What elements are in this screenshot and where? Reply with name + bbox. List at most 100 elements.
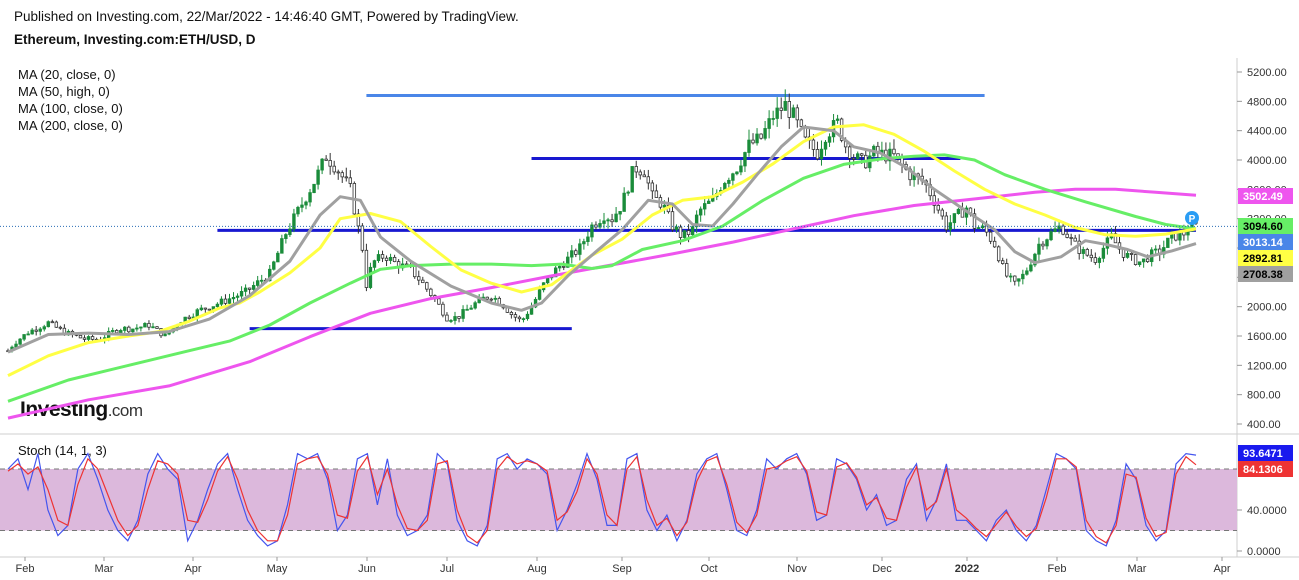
- y-tick-label: 1200.00: [1247, 360, 1287, 372]
- x-tick-label: Mar: [1128, 563, 1147, 575]
- x-tick-label: Aug: [527, 563, 547, 575]
- candle-body: [823, 141, 828, 150]
- candle-body: [34, 329, 38, 332]
- candle-body: [388, 256, 393, 261]
- x-tick-label: Nov: [787, 563, 807, 575]
- symbol-title: Ethereum, Investing.com:ETH/USD, D: [14, 32, 256, 47]
- candle-body: [606, 219, 610, 222]
- ma-legend: MA (20, close, 0) MA (50, high, 0) MA (1…: [18, 66, 123, 134]
- candle-body: [485, 296, 489, 300]
- candle-body: [441, 303, 445, 316]
- candle-body: [1069, 237, 1073, 239]
- candle-body: [461, 309, 465, 319]
- candle-body: [348, 177, 353, 184]
- candle-body: [203, 307, 208, 310]
- candle-body: [26, 333, 30, 336]
- candle-body: [892, 148, 896, 155]
- candle-body: [239, 290, 244, 297]
- candle-body: [815, 149, 820, 160]
- stoch-value-label-bg: [1238, 461, 1293, 477]
- price-label: 2892.81: [1243, 253, 1283, 265]
- candle-body: [771, 118, 775, 120]
- candle-body: [582, 241, 586, 245]
- candle-body: [630, 166, 634, 193]
- price-label-bg: [1238, 250, 1293, 266]
- candle-body: [634, 166, 638, 173]
- candle-body: [54, 321, 59, 328]
- candle-body: [932, 195, 936, 206]
- candle-body: [972, 213, 977, 229]
- price-label-bg: [1238, 218, 1293, 234]
- legend-ma200: MA (200, close, 0): [18, 118, 123, 133]
- candle-body: [799, 119, 804, 127]
- x-tick-label: Apr: [184, 563, 201, 575]
- candle-body: [1009, 275, 1013, 278]
- candle-body: [856, 153, 860, 159]
- candle-body: [227, 298, 232, 304]
- candle-body: [594, 224, 598, 228]
- x-tick-label: Jul: [440, 563, 454, 575]
- x-tick-label: Sep: [612, 563, 632, 575]
- candle-body: [356, 213, 361, 227]
- candle-body: [376, 254, 381, 262]
- candle-body: [360, 225, 365, 251]
- candle-body: [650, 182, 655, 192]
- candle-body: [517, 316, 522, 320]
- candle-body: [976, 227, 981, 230]
- price-label: 3013.14: [1243, 237, 1284, 249]
- candle-body: [509, 311, 514, 316]
- y-tick-label: 400.00: [1247, 419, 1281, 431]
- candle-body: [739, 165, 743, 173]
- candle-body: [1029, 264, 1033, 272]
- stoch-y-tick-label: 40.0000: [1247, 505, 1287, 517]
- candle-body: [111, 330, 115, 332]
- candle-body: [453, 316, 457, 321]
- y-tick-label: 800.00: [1247, 390, 1281, 402]
- candle-body: [344, 176, 348, 179]
- candle-body: [437, 298, 441, 305]
- x-tick-label: 2022: [955, 563, 979, 575]
- price-label-bg: [1238, 234, 1293, 250]
- candle-body: [139, 326, 143, 329]
- candle-body: [276, 252, 280, 263]
- candle-body: [90, 336, 95, 340]
- candle-body: [767, 118, 771, 129]
- candle-body: [131, 328, 135, 333]
- candle-body: [493, 297, 497, 300]
- candle-body: [1013, 275, 1017, 282]
- candle-body: [223, 298, 228, 304]
- stoch-label: Stoch (14, 1, 3): [18, 443, 107, 458]
- candle-body: [1081, 249, 1085, 254]
- candle-body: [1073, 237, 1077, 242]
- candle-body: [163, 333, 167, 337]
- candle-body: [284, 234, 288, 239]
- candle-body: [670, 211, 675, 231]
- candle-body: [759, 133, 763, 139]
- stoch-y-tick-label: 0.0000: [1247, 546, 1281, 558]
- price-label: 3094.60: [1243, 221, 1283, 233]
- candle-body: [449, 320, 453, 322]
- p-marker-icon: [1185, 211, 1199, 225]
- candle-body: [562, 265, 566, 268]
- candle-body: [425, 282, 429, 290]
- candles-group: [6, 89, 1198, 353]
- ma200-line: [7, 187, 1197, 420]
- candle-body: [324, 158, 328, 161]
- y-tick-label: 4800.00: [1247, 96, 1287, 108]
- candle-body: [1154, 248, 1158, 251]
- candle-body: [280, 238, 284, 254]
- candle-body: [602, 220, 606, 224]
- candle-body: [465, 308, 469, 311]
- candle-body: [328, 160, 332, 167]
- candle-body: [537, 289, 542, 300]
- candle-body: [127, 326, 131, 333]
- ma20-line: [7, 125, 1197, 354]
- x-tick-label: Mar: [95, 563, 114, 575]
- candle-body: [1017, 278, 1021, 282]
- candle-body: [1166, 237, 1170, 248]
- candle-body: [58, 326, 63, 329]
- y-tick-label: 4400.00: [1247, 126, 1287, 138]
- candle-body: [1113, 233, 1118, 244]
- candle-body: [654, 190, 659, 198]
- candle-body: [988, 231, 993, 242]
